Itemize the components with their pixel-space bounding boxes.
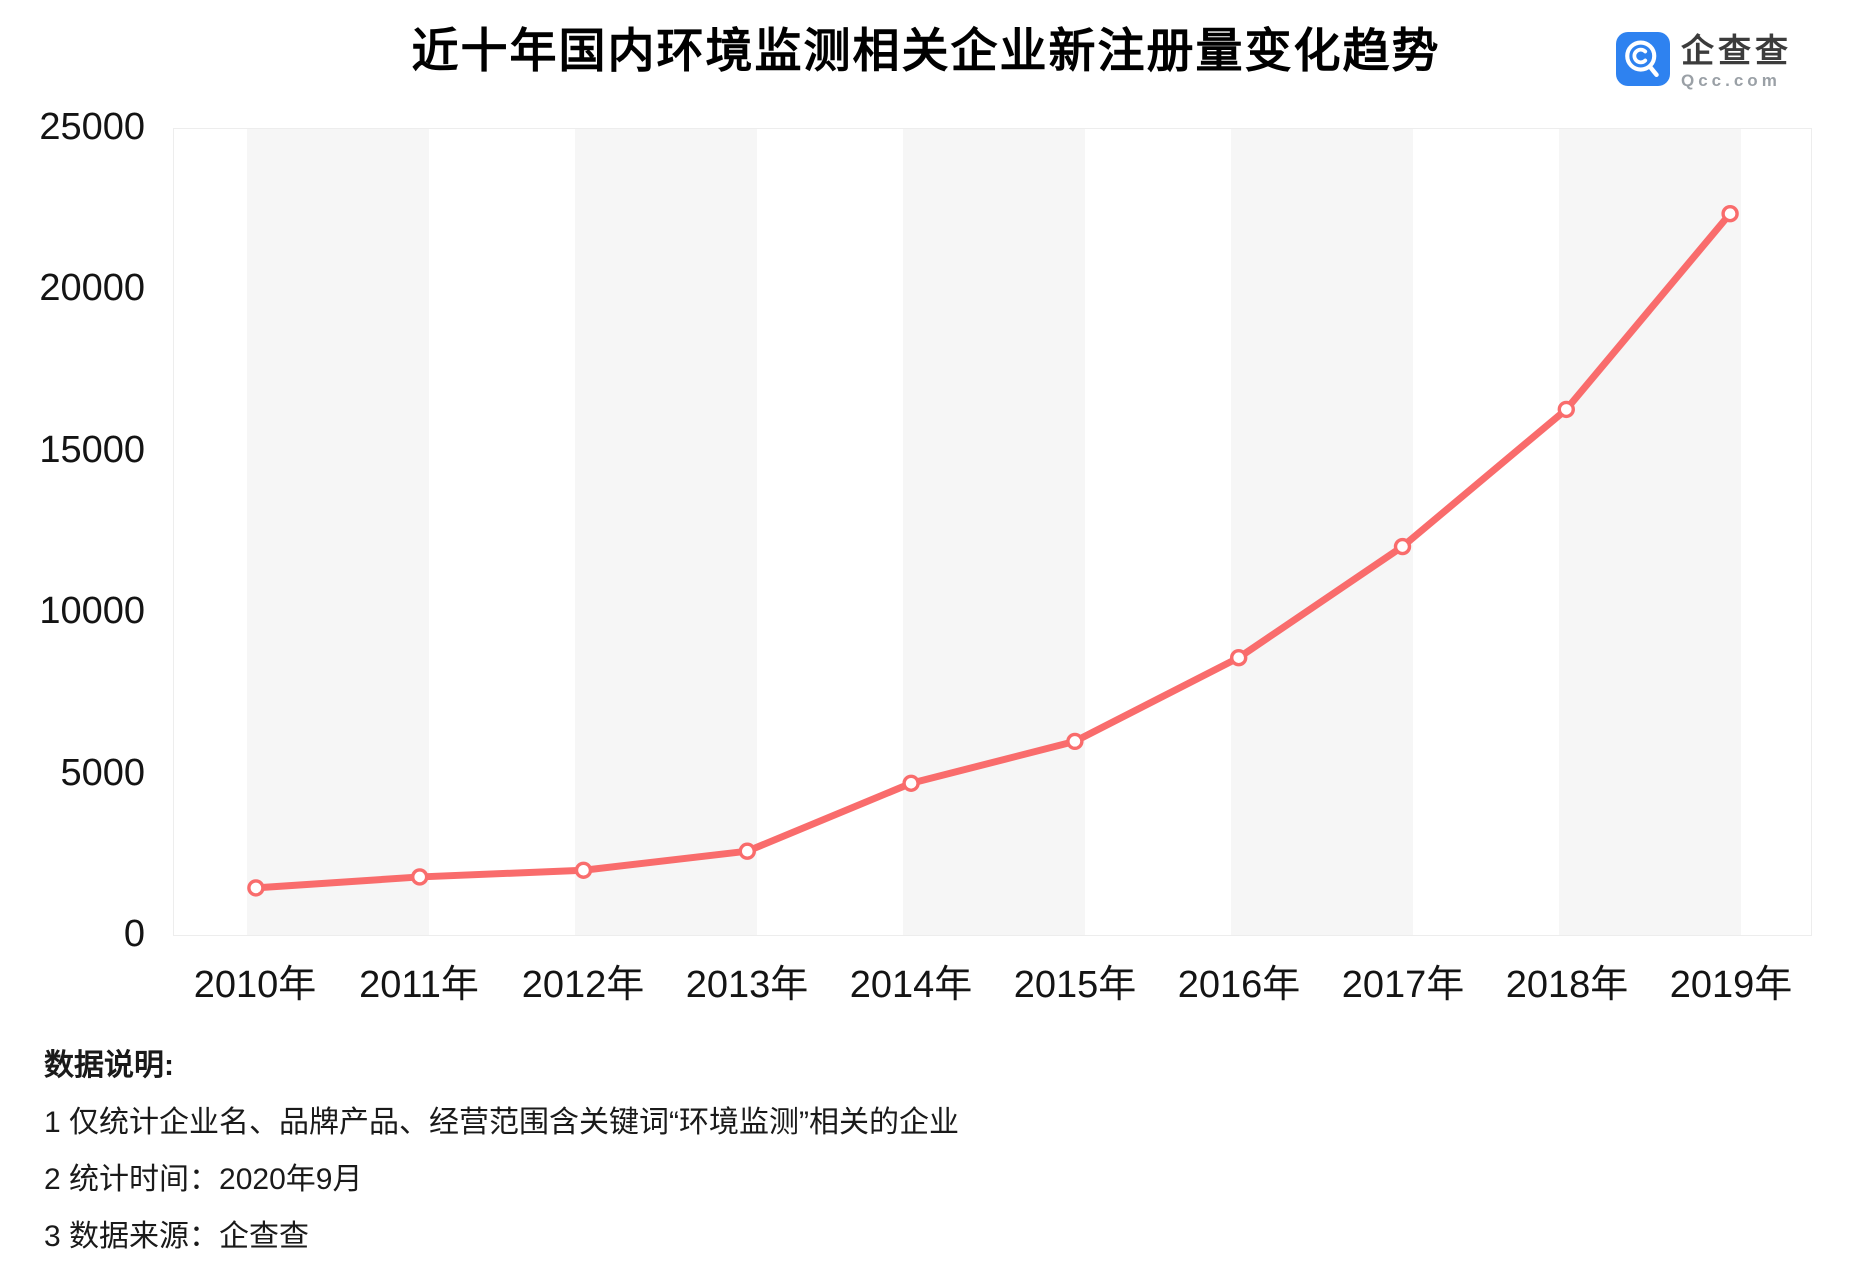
x-axis-label: 2016年 — [1177, 964, 1301, 1006]
x-axis-label: 2019年 — [1669, 964, 1793, 1006]
x-axis-label: 2010年 — [193, 964, 317, 1006]
y-axis-label: 15000 — [39, 428, 145, 471]
data-point-marker — [738, 842, 756, 860]
x-axis-label: 2011年 — [359, 964, 479, 1006]
qcc-logo: 企查查 Qcc.com — [1616, 32, 1792, 89]
qcc-logo-text: 企查查 Qcc.com — [1681, 32, 1792, 90]
note-item: 3 数据来源：企查查 — [44, 1220, 310, 1253]
data-point-marker — [902, 774, 920, 792]
data-point-marker — [247, 879, 265, 897]
y-axis-label: 5000 — [60, 751, 145, 794]
x-axis-label: 2014年 — [849, 964, 973, 1006]
trend-line — [252, 210, 1734, 892]
alternating-band — [903, 129, 1085, 935]
data-point-marker — [1721, 205, 1739, 223]
x-axis-label: 2017年 — [1341, 964, 1465, 1006]
x-axis-label: 2018年 — [1505, 964, 1629, 1006]
alternating-band — [1559, 129, 1741, 935]
notes-heading: 数据说明: — [44, 1049, 174, 1082]
y-axis-label: 10000 — [39, 590, 145, 633]
plot-area — [173, 128, 1812, 936]
data-point-marker — [1066, 732, 1084, 751]
alternating-band — [247, 129, 429, 935]
qcc-logo-name: 企查查 — [1681, 32, 1792, 69]
y-axis-label: 20000 — [39, 267, 145, 310]
data-point-marker — [1230, 649, 1248, 667]
note-item: 2 统计时间：2020年9月 — [44, 1163, 363, 1196]
y-axis-label: 25000 — [39, 106, 145, 148]
data-point-marker — [1393, 537, 1412, 556]
alternating-band — [575, 129, 757, 935]
x-axis-label: 2015年 — [1013, 964, 1137, 1006]
line-series-svg — [247, 205, 1739, 897]
qcc-logo-icon — [1616, 32, 1670, 86]
x-axis-label: 2012年 — [521, 964, 645, 1006]
alternating-band — [1231, 129, 1413, 935]
data-notes: 数据说明: 1 仅统计企业名、品牌产品、经营范围含关键词“环境监测”相关的企业 … — [44, 1048, 959, 1270]
qcc-logo-domain: Qcc.com — [1681, 71, 1781, 90]
data-point-marker — [1557, 400, 1575, 419]
data-point-marker — [574, 861, 593, 879]
y-axis-label: 0 — [123, 913, 145, 955]
note-item: 1 仅统计企业名、品牌产品、经营范围含关键词“环境监测”相关的企业 — [44, 1106, 959, 1139]
data-point-marker — [411, 868, 429, 886]
x-axis-label: 2013年 — [685, 964, 809, 1006]
chart-title: 近十年国内环境监测相关企业新注册量变化趋势 — [411, 24, 1441, 77]
